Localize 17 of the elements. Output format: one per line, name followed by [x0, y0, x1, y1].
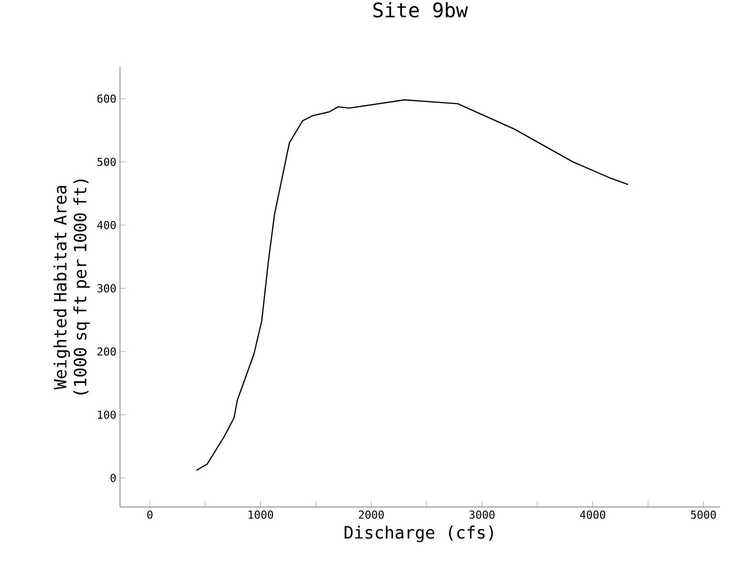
y-tick-label: 0: [110, 474, 116, 482]
x-tick-label: 2000: [358, 510, 384, 519]
x-tick-label: 0: [147, 510, 152, 519]
x-tick-label: 3000: [470, 510, 494, 519]
y-tick-label: 400: [97, 220, 116, 230]
y-tick-label: 300: [97, 284, 116, 292]
y-tick-label: 100: [98, 410, 116, 419]
y-tick-label: 600: [97, 94, 116, 103]
x-tick-label: 4000: [580, 510, 606, 519]
y-tick-label: 500: [97, 158, 116, 166]
x-axis-title: Discharge (cfs): [344, 526, 493, 542]
y-tick-label: 200: [98, 347, 116, 356]
x-tick-label: 1000: [248, 510, 274, 519]
chart-title: Site 9bw: [373, 2, 468, 18]
x-tick-label: 5000: [690, 510, 716, 519]
line-series: [196, 99, 629, 471]
y-axis-title: Weighted Habitat Area (1000 sq ft per 1000 ft): [53, 180, 90, 394]
